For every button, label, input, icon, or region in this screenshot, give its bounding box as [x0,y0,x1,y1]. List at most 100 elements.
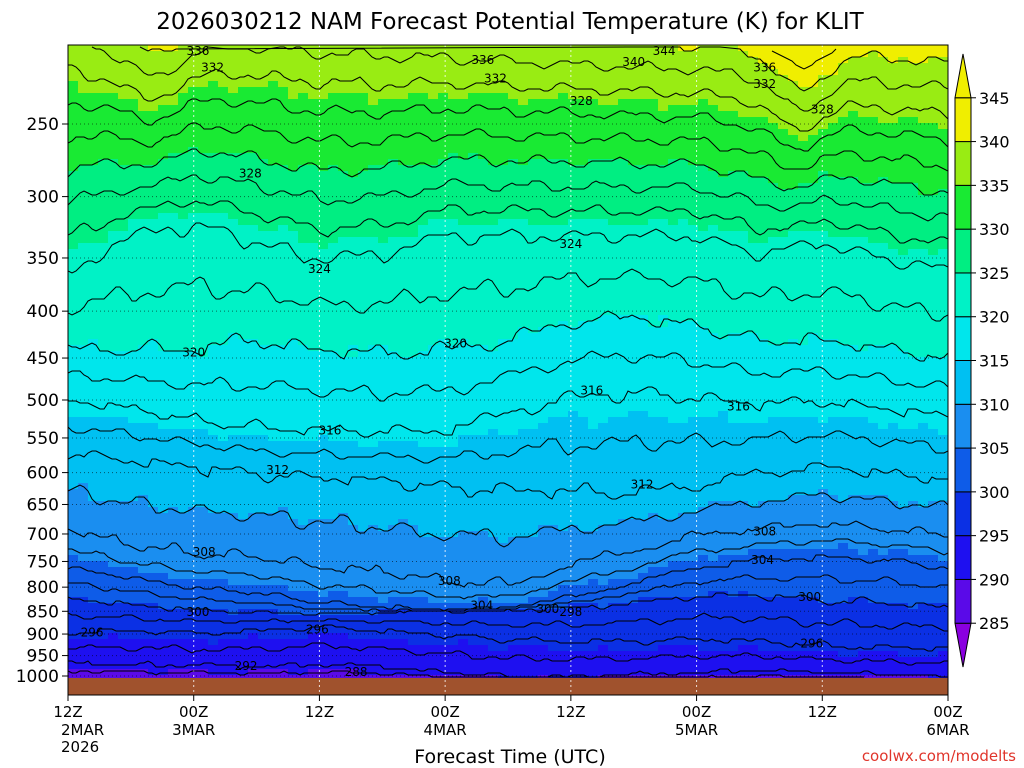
theta-cell [178,429,189,436]
theta-cell [348,465,359,472]
theta-cell [278,459,289,466]
theta-cell [148,219,159,226]
theta-cell [168,189,179,196]
theta-cell [438,219,449,226]
theta-cell [228,339,239,346]
theta-cell [68,327,79,334]
theta-cell [218,555,229,562]
theta-cell [248,177,259,184]
theta-cell [118,123,129,130]
theta-cell [208,561,219,568]
theta-cell [478,171,489,178]
theta-cell [218,291,229,298]
theta-cell [448,93,459,100]
theta-cell [468,453,479,460]
theta-cell [518,483,529,490]
theta-cell [308,93,319,100]
theta-cell [78,189,89,196]
theta-cell [138,255,149,262]
theta-cell [68,615,79,622]
theta-cell [498,201,509,208]
theta-cell [538,63,549,70]
theta-cell [388,321,399,328]
theta-cell [268,411,279,418]
theta-cell [228,531,239,538]
theta-cell [98,537,109,544]
theta-cell [518,441,529,448]
theta-cell [88,159,99,166]
theta-cell [138,315,149,322]
theta-cell [88,153,99,160]
theta-cell [368,663,379,670]
theta-cell [348,513,359,520]
theta-cell [178,441,189,448]
theta-cell [158,477,169,484]
theta-cell [238,135,249,142]
theta-cell [118,363,129,370]
theta-cell [298,543,309,550]
theta-cell [398,303,409,310]
theta-cell [348,105,359,112]
theta-cell [528,111,539,118]
theta-cell [468,519,479,526]
theta-cell [258,165,269,172]
theta-cell [168,531,179,538]
theta-cell [198,51,209,58]
theta-cell [468,261,479,268]
theta-cell [128,327,139,334]
theta-cell [78,81,89,88]
theta-cell [238,111,249,118]
theta-cell [528,363,539,370]
theta-cell [68,657,79,664]
theta-cell [388,405,399,412]
theta-cell [318,249,329,256]
theta-cell [478,219,489,226]
theta-cell [418,555,429,562]
theta-cell [378,477,389,484]
theta-cell [358,171,369,178]
theta-cell [408,603,419,610]
theta-cell [198,495,209,502]
theta-cell [138,519,149,526]
theta-cell [428,573,439,580]
theta-cell [238,429,249,436]
theta-cell [488,159,499,166]
theta-cell [528,507,539,514]
theta-cell [208,219,219,226]
theta-cell [278,621,289,628]
theta-cell [348,57,359,64]
theta-cell [478,111,489,118]
theta-cell [118,411,129,418]
theta-cell [218,405,229,412]
theta-cell [488,333,499,340]
theta-cell [198,549,209,556]
theta-cell [148,423,159,430]
theta-cell [88,423,99,430]
theta-cell [278,639,289,646]
theta-cell [328,375,339,382]
theta-cell [278,141,289,148]
theta-cell [168,669,179,676]
theta-cell [368,435,379,442]
theta-cell [88,321,99,328]
theta-cell [348,597,359,604]
theta-cell [68,489,79,496]
theta-cell [308,645,319,652]
theta-cell [338,525,349,532]
theta-cell [388,255,399,262]
theta-cell [448,603,459,610]
theta-cell [178,207,189,214]
theta-cell [308,69,319,76]
theta-cell [178,345,189,352]
theta-cell [198,75,209,82]
theta-cell [258,273,269,280]
theta-cell [118,519,129,526]
theta-cell [68,315,79,322]
theta-cell [268,543,279,550]
theta-cell [98,129,109,136]
theta-cell [478,105,489,112]
theta-cell [168,387,179,394]
theta-cell [268,471,279,478]
theta-cell [228,195,239,202]
theta-cell [138,627,149,634]
